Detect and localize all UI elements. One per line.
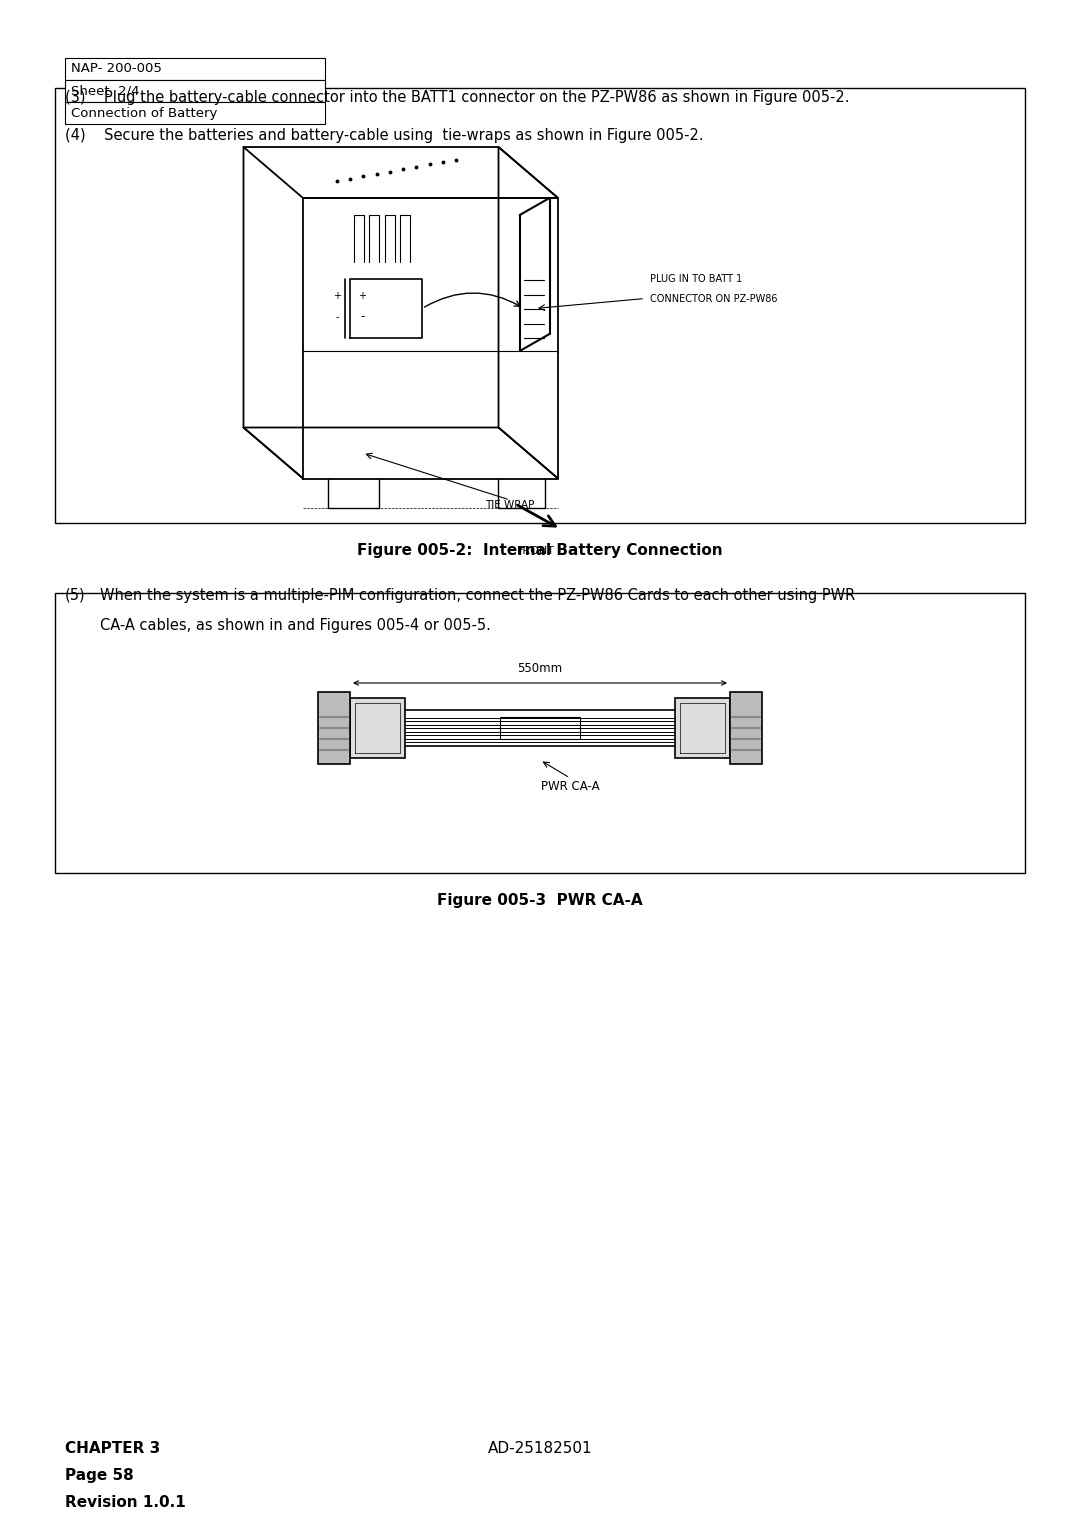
Text: When the system is a multiple-PIM configuration, connect the PZ-PW86 Cards to ea: When the system is a multiple-PIM config… [100,588,855,604]
Bar [500,717,580,740]
Bar [65,58,325,79]
Text: CHAPTER 3: CHAPTER 3 [65,1441,160,1456]
Text: NAP- 200-005: NAP- 200-005 [71,63,162,75]
Text: TIE WRAP: TIE WRAP [485,500,535,510]
Text: CA-A cables, as shown in and Figures 005-4 or 005-5.: CA-A cables, as shown in and Figures 005… [100,617,491,633]
Text: Sheet  2/4: Sheet 2/4 [71,84,139,98]
Text: Connection of Battery: Connection of Battery [71,107,217,119]
Text: Revision 1.0.1: Revision 1.0.1 [65,1494,186,1510]
Text: -: - [335,312,339,322]
Text: Page 58: Page 58 [65,1468,134,1484]
Text: FRONT: FRONT [516,545,554,556]
Bar [318,692,350,764]
Text: (4)    Secure the batteries and battery-cable using  tie-wraps as shown in Figur: (4) Secure the batteries and battery-cab… [65,128,704,144]
Text: -: - [361,310,365,324]
Bar [55,593,1025,872]
Text: (5): (5) [65,588,85,604]
Text: Figure 005-2:  Internal Battery Connection: Figure 005-2: Internal Battery Connectio… [357,544,723,559]
Text: CONNECTOR ON PZ-PW86: CONNECTOR ON PZ-PW86 [650,293,778,304]
Text: AD-25182501: AD-25182501 [488,1441,592,1456]
Text: +: + [359,290,366,301]
Bar [350,698,405,758]
Text: +: + [333,290,341,301]
Bar [675,698,730,758]
Text: 550mm: 550mm [517,662,563,675]
Text: (3)    Plug the battery-cable connector into the BATT1 connector on the PZ-PW86 : (3) Plug the battery-cable connector int… [65,90,850,105]
Text: PWR CA-A: PWR CA-A [541,779,599,793]
Text: PLUG IN TO BATT 1: PLUG IN TO BATT 1 [650,274,742,284]
Bar [65,102,325,124]
Bar [55,89,1025,523]
Bar [730,692,762,764]
Text: Figure 005-3  PWR CA-A: Figure 005-3 PWR CA-A [437,894,643,909]
Bar [65,79,325,102]
